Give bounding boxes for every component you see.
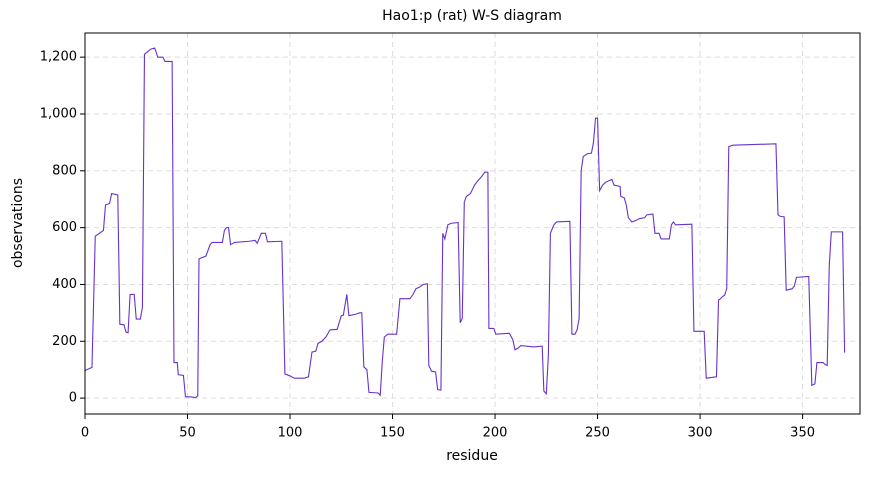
x-tick-label: 50 <box>179 426 196 441</box>
y-tick-label: 1,000 <box>40 106 77 121</box>
x-tick-label: 100 <box>278 426 303 441</box>
y-tick-label: 0 <box>69 391 77 406</box>
y-axis-title: observations <box>10 178 26 268</box>
y-tick-label: 200 <box>52 334 77 349</box>
y-tick-label: 1,200 <box>40 50 77 65</box>
y-tick-label: 600 <box>52 220 77 235</box>
y-tick-label: 800 <box>52 163 77 178</box>
data-line <box>84 47 846 399</box>
x-tick-label: 200 <box>483 426 508 441</box>
y-tick-label: 400 <box>52 277 77 292</box>
chart-title: Hao1:p (rat) W-S diagram <box>382 8 562 24</box>
x-tick-label: 300 <box>688 426 713 441</box>
x-tick-label: 0 <box>81 426 89 441</box>
x-tick-label: 350 <box>790 426 815 441</box>
x-axis-title: residue <box>446 448 498 464</box>
plot-frame <box>84 32 861 415</box>
x-tick-label: 250 <box>585 426 610 441</box>
x-tick-label: 150 <box>380 426 405 441</box>
